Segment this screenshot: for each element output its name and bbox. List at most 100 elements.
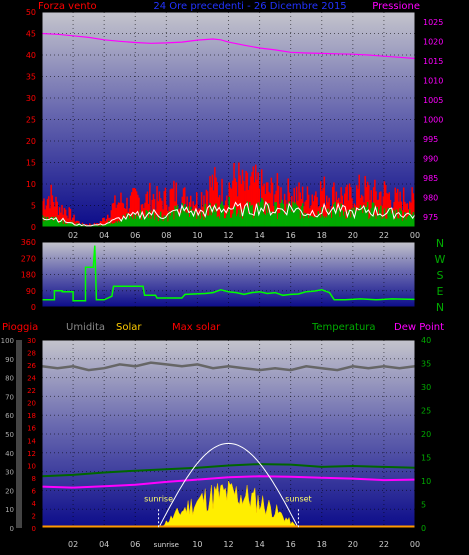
gust-bar (324, 205, 327, 227)
humidity-axis-tick: 60 (5, 412, 14, 420)
mean-wind-bar (169, 215, 172, 227)
gust-bar (45, 205, 48, 227)
rain-axis-tick: 8 (32, 475, 36, 483)
mean-wind-bar (317, 211, 320, 227)
gust-bar (50, 184, 52, 227)
mean-wind-bar (132, 219, 134, 227)
rain-axis-tick: 6 (32, 487, 37, 495)
mean-wind-bar (283, 214, 286, 227)
mean-wind-bar (218, 218, 221, 227)
mean-wind-bar (325, 217, 328, 227)
gust-bar (224, 200, 227, 227)
mean-wind-bar (250, 205, 252, 227)
gust-bar (52, 201, 55, 227)
mean-wind-bar (100, 224, 103, 227)
mean-wind-bar (96, 224, 98, 227)
mean-wind-bar (79, 224, 81, 227)
mean-wind-bar (228, 196, 231, 227)
mean-wind-bar (392, 212, 394, 227)
mean-wind-bar (394, 219, 397, 227)
gust-bar (112, 202, 115, 227)
wind-axis-tick: 40 (26, 51, 36, 60)
gust-bar (328, 197, 330, 227)
gust-bar (239, 175, 241, 227)
mean-wind-bar (375, 218, 377, 227)
time-axis-tick: 16 (286, 540, 296, 549)
time-axis-tick: 06 (130, 231, 140, 240)
mean-wind-bar (57, 222, 60, 227)
mean-wind-bar (164, 216, 167, 227)
gust-bar (150, 210, 152, 227)
mean-wind-bar (247, 213, 250, 227)
rain-panel-series: sunrise sunset (41, 361, 416, 529)
mean-wind-bar (411, 214, 413, 227)
wind-axis-tick: 45 (26, 30, 36, 39)
gust-bar (312, 201, 315, 227)
gust-bar (43, 198, 45, 227)
mean-wind-bar (215, 203, 217, 227)
mean-wind-bar (258, 205, 261, 227)
gust-bar (344, 193, 346, 227)
pressure-axis-tick: 1020 (423, 37, 443, 46)
mean-wind-bar (318, 213, 321, 227)
gust-bar (158, 191, 161, 227)
mean-wind-bar (141, 214, 144, 227)
gust-bar (346, 184, 348, 227)
rain-panel-legend: Pioggia Umidita Solar Max solar Temperat… (2, 322, 444, 333)
humidity-axis-tick: 100 (1, 337, 14, 345)
gust-bar (88, 223, 91, 227)
mean-wind-bar (242, 208, 245, 227)
mean-wind-bar (44, 216, 46, 227)
wind-direction-line (42, 245, 416, 302)
temperature-line (41, 463, 416, 478)
gust-bar (303, 206, 305, 227)
mean-wind-bar (55, 216, 57, 227)
mean-wind-bar (382, 217, 385, 227)
mean-wind-bar (212, 207, 215, 227)
mean-wind-bar (183, 204, 186, 227)
rain-axis-tick: 28 (27, 350, 36, 358)
mean-wind-bar (74, 225, 76, 227)
rain-axis-tick: 24 (27, 375, 36, 383)
mean-wind-bar (112, 223, 115, 227)
mean-wind-bar (70, 221, 73, 227)
sunset-annotation: sunset (285, 495, 312, 504)
mean-wind-bar (167, 221, 169, 227)
mean-wind-bar (241, 218, 244, 227)
gust-bar (138, 197, 140, 227)
mean-wind-bar (281, 199, 283, 227)
mean-wind-bar (233, 206, 235, 227)
gust-bar (276, 173, 279, 227)
mean-wind-bar (399, 208, 401, 227)
gust-bar (68, 207, 70, 227)
mean-wind-bar (99, 225, 102, 227)
mean-wind-bar (108, 220, 110, 227)
mean-wind-bar (230, 217, 233, 227)
mean-wind-bar (324, 216, 327, 227)
wind-axis-tick: 20 (26, 137, 36, 146)
mean-wind-bar (368, 219, 370, 227)
mean-wind-bar (236, 213, 239, 227)
mean-wind-bar (291, 211, 293, 227)
mean-wind-bar (46, 216, 49, 227)
mean-wind-bar (116, 222, 119, 227)
mean-wind-bar (88, 225, 91, 227)
mean-wind-bar (270, 211, 273, 227)
rain-axis-tick: 12 (27, 450, 36, 458)
mean-wind-bar (289, 206, 292, 227)
pressure-axis-tick: 990 (423, 155, 438, 164)
mean-wind-bar (126, 213, 128, 227)
sunrise-annotation: sunrise (144, 495, 173, 504)
gust-bar (140, 204, 143, 227)
gust-bar (98, 223, 101, 227)
pressure-axis-tick: 1010 (423, 76, 443, 85)
mean-wind-bar (300, 206, 303, 227)
mean-wind-bar (67, 223, 69, 227)
mean-wind-bar (109, 224, 111, 227)
gust-bar (73, 214, 75, 227)
mean-wind-bar (200, 212, 203, 227)
mean-wind-bar (187, 206, 190, 227)
mean-wind-bar (194, 210, 197, 227)
gust-bar (356, 185, 358, 227)
